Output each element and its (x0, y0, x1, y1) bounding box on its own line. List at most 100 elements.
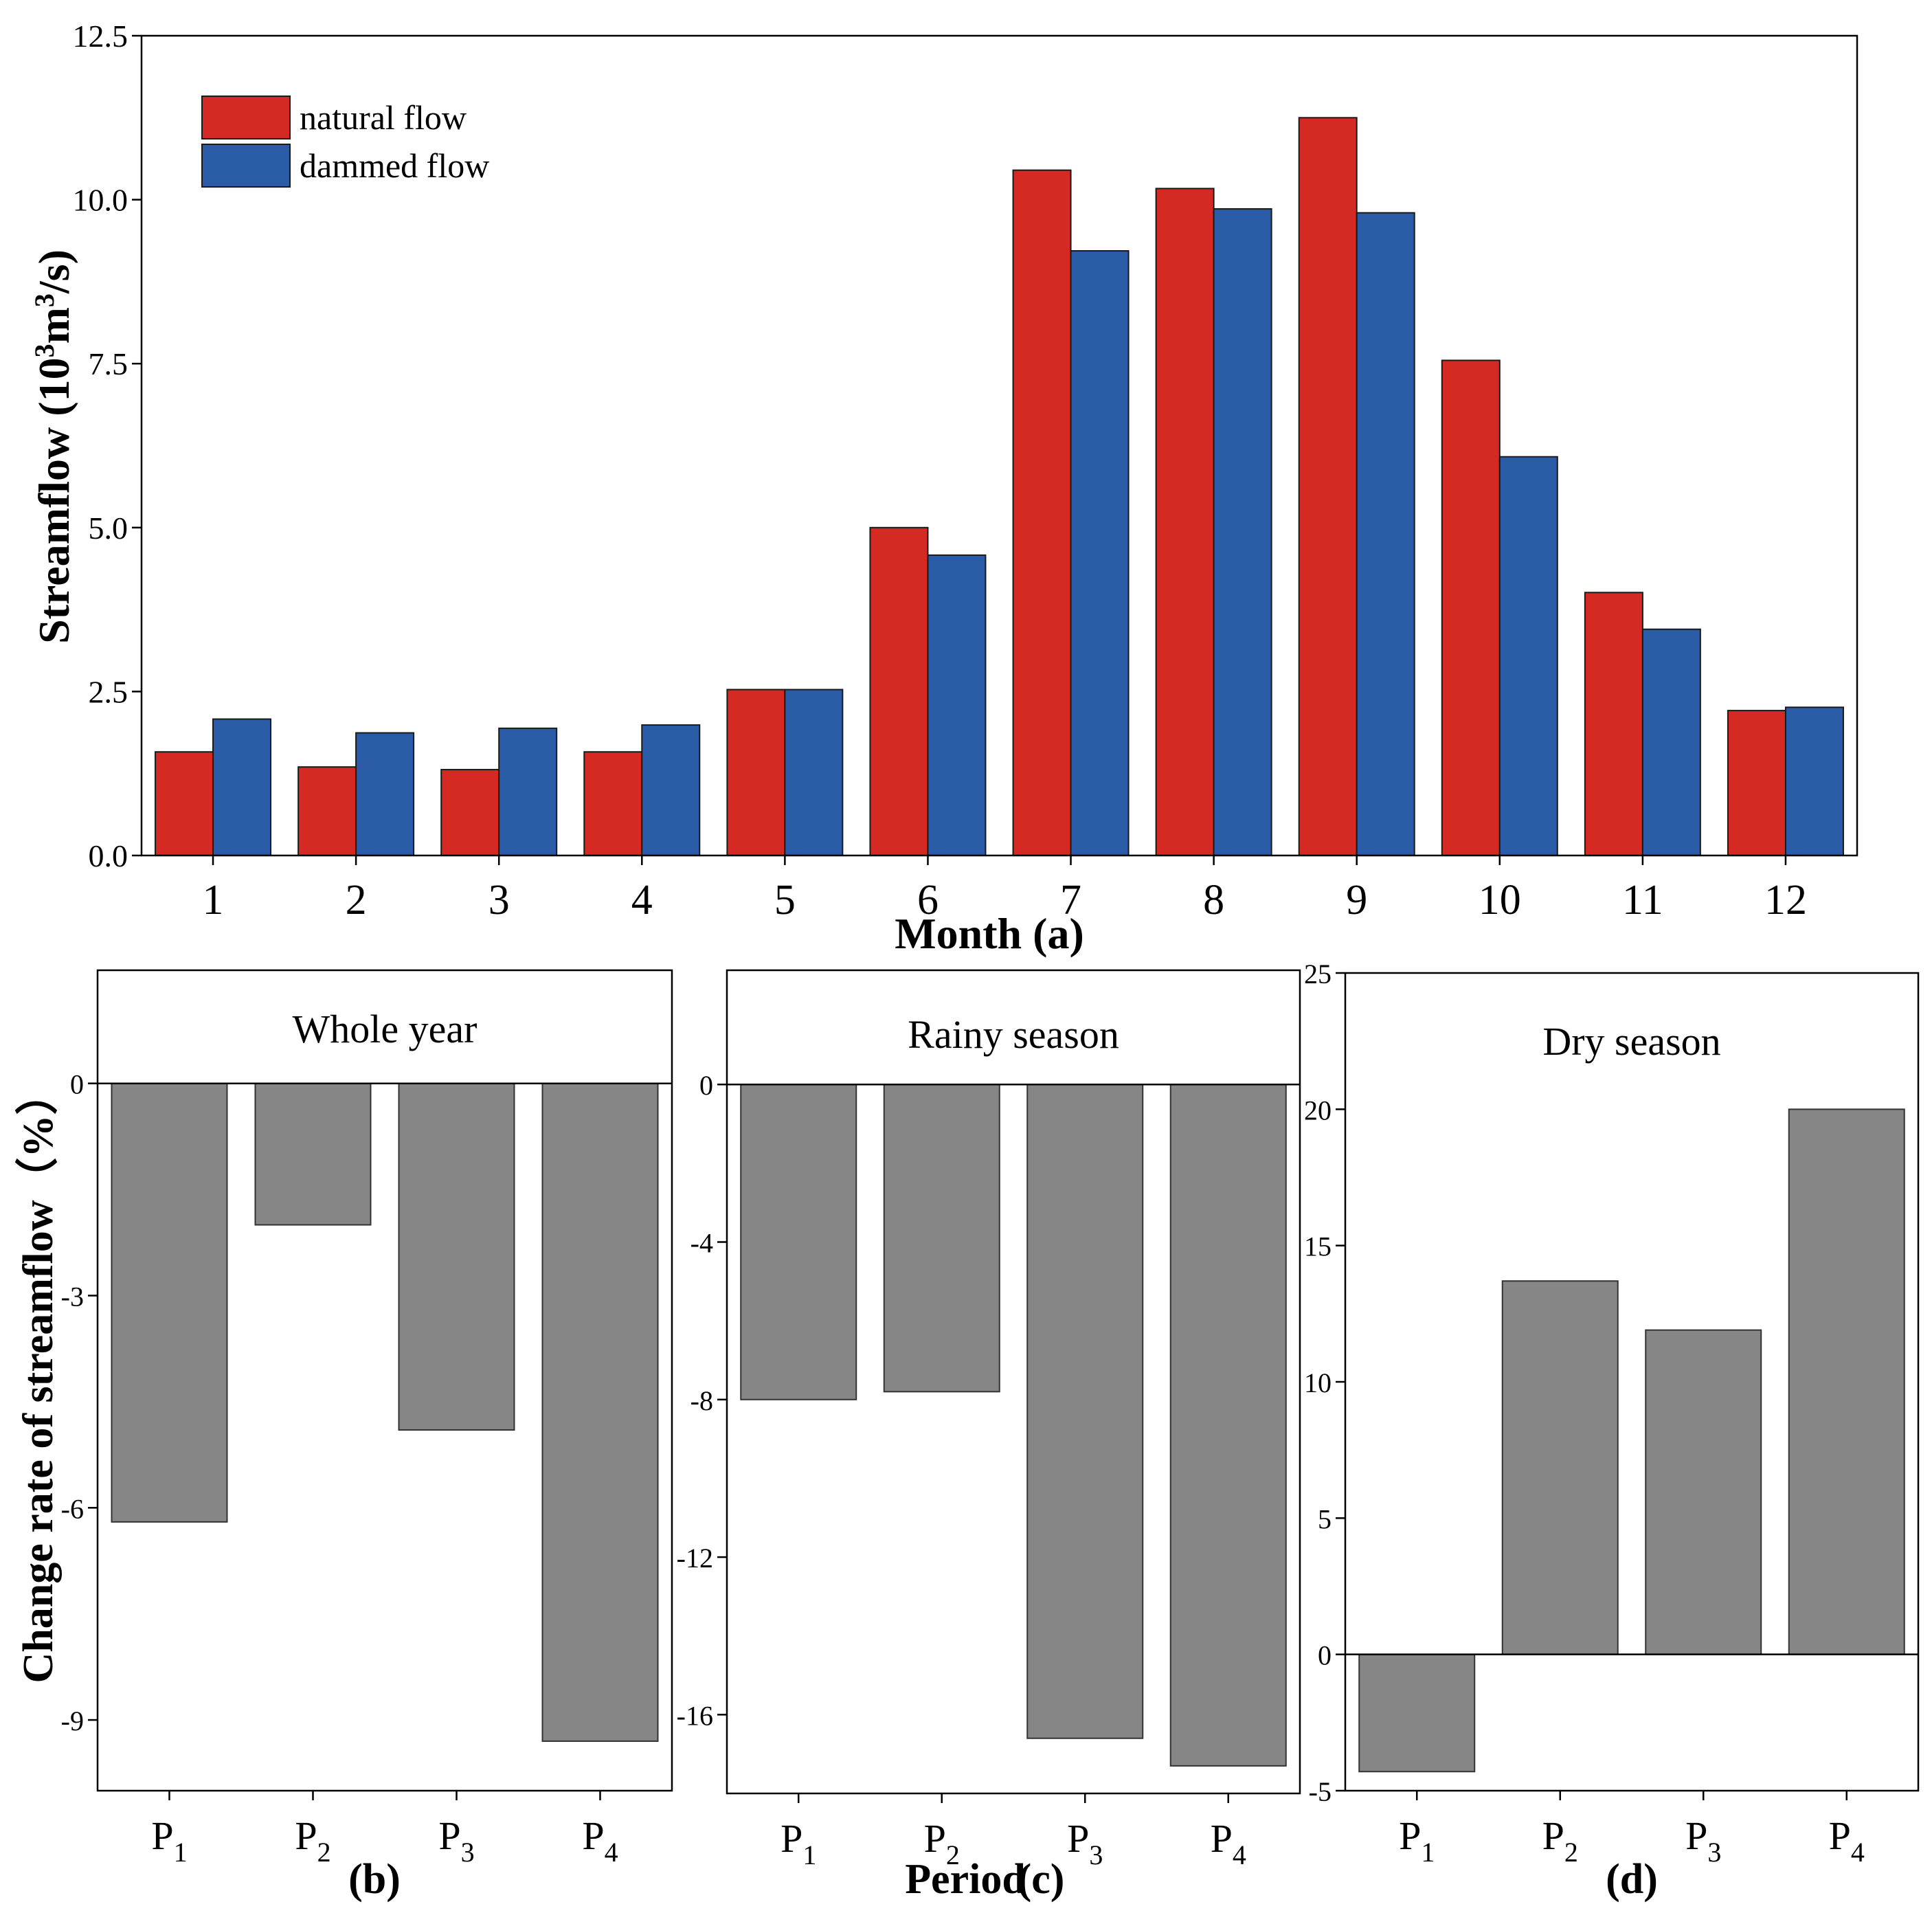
tick-label-letter: P (1211, 1816, 1233, 1861)
tick-label-subscript: 4 (1233, 1839, 1246, 1870)
bar-a-dammed-12 (1784, 706, 1844, 856)
x-tick-label-a: 9 (1346, 877, 1367, 924)
y-label-part: Streamflow (10 (30, 357, 78, 644)
bar-d-P4 (1788, 1108, 1905, 1655)
x-tick-label-a: 8 (1203, 877, 1224, 924)
tick-label-subscript: 2 (946, 1839, 960, 1870)
tick-label-subscript: 4 (605, 1837, 618, 1868)
x-tick-label-a: 2 (346, 877, 367, 924)
tick-label-letter: P (924, 1816, 946, 1861)
legend-swatch-dammed (201, 144, 291, 188)
bar-a-dammed-6 (927, 554, 987, 857)
y-tick-label-a: 7.5 (89, 346, 128, 381)
x-tick-label-b: P2 (295, 1813, 330, 1868)
y-tick-label-b: -6 (61, 1493, 84, 1524)
x-tick-label-c: P4 (1211, 1816, 1246, 1870)
y-tick-label-d: 20 (1304, 1095, 1332, 1126)
bar-a-dammed-3 (498, 727, 558, 857)
legend-label-dammed: dammed flow (300, 146, 489, 185)
y-tick-label-d: 5 (1318, 1503, 1332, 1534)
x-tick-label-d: P3 (1685, 1813, 1721, 1868)
x-tick-label-a: 11 (1622, 877, 1663, 924)
bar-a-natural-6 (869, 526, 929, 856)
x-tick-label-a: 1 (203, 877, 224, 924)
y-tick-label-a: 2.5 (89, 674, 128, 709)
tick-label-letter: P (780, 1816, 802, 1861)
bar-a-dammed-10 (1498, 456, 1558, 856)
panel-a: 1 2 3 4 5 6 7 8 9 10 11 120.02.55.07.510.012.5natur… (29, 19, 1858, 958)
tick-label-subscript: 1 (1421, 1837, 1435, 1868)
bar-a-natural-11 (1584, 592, 1643, 856)
y-tick-label-b: -9 (61, 1705, 84, 1736)
bar-a-natural-7 (1012, 169, 1072, 857)
plot-frame-d (1344, 972, 1920, 1792)
bar-b-P2 (254, 1082, 372, 1226)
y-label-superscript: 3 (29, 293, 60, 307)
x-tick-label-a: 3 (488, 877, 510, 924)
tick-label-subscript: 1 (802, 1839, 816, 1870)
x-axis-label-period: Period (905, 1856, 1026, 1903)
x-tick-label-d: P1 (1399, 1813, 1435, 1868)
bar-b-P3 (398, 1082, 515, 1431)
bar-d-P2 (1501, 1280, 1619, 1655)
tick-label-letter: P (438, 1813, 460, 1858)
bar-a-dammed-1 (212, 718, 272, 856)
tick-label-subscript: 3 (1707, 1837, 1721, 1868)
bar-a-natural-2 (297, 766, 357, 856)
tick-label-letter: P (151, 1813, 173, 1858)
x-tick-label-a: 6 (917, 877, 939, 924)
y-tick-label-d: 25 (1304, 959, 1332, 989)
y-tick-label-d: 10 (1304, 1367, 1332, 1398)
y-tick-label-c: -12 (677, 1543, 713, 1574)
tick-label-letter: P (1542, 1813, 1564, 1858)
y-tick-label-b: 0 (70, 1069, 84, 1100)
panel-label-b: (b) (348, 1856, 401, 1903)
y-axis-label-a: Streamflow (103m3/s) (29, 249, 79, 644)
x-axis-label-a: Month (a) (895, 909, 1084, 958)
x-tick-label-d: P2 (1542, 1813, 1578, 1868)
bar-a-natural-10 (1441, 359, 1501, 856)
bar-a-dammed-7 (1070, 250, 1130, 856)
panel-label-c: (c) (1018, 1856, 1065, 1903)
tick-label-subscript: 3 (461, 1837, 475, 1868)
y-label-part: /s) (30, 249, 78, 294)
tick-label-subscript: 2 (1564, 1837, 1578, 1868)
x-tick-label-b: P1 (151, 1813, 187, 1868)
y-tick-label-c: -8 (690, 1385, 713, 1416)
x-tick-label-b: P3 (438, 1813, 474, 1868)
tick-label-subscript: 3 (1089, 1839, 1103, 1870)
bar-a-natural-12 (1727, 710, 1786, 857)
tick-label-subscript: 4 (1851, 1837, 1865, 1868)
bar-a-natural-5 (726, 689, 786, 856)
y-label-part: m (30, 307, 78, 344)
x-label-text: Month (895, 909, 1033, 958)
panel-title-d: Dry season (1542, 1019, 1720, 1064)
tick-label-subscript: 1 (174, 1837, 188, 1868)
bar-a-natural-1 (155, 751, 214, 857)
x-tick-label-a: 4 (631, 877, 653, 924)
y-tick-label-a: 10.0 (73, 183, 128, 218)
x-tick-label-a: 10 (1479, 877, 1521, 924)
panel-title-b: Whole year (293, 1007, 478, 1051)
panel-label-d: (d) (1606, 1856, 1658, 1903)
bar-d-P3 (1645, 1329, 1762, 1655)
y-tick-label-d: -5 (1309, 1776, 1332, 1807)
x-tick-label-a: 7 (1060, 877, 1081, 924)
bar-a-dammed-9 (1356, 212, 1415, 856)
bar-b-P4 (541, 1082, 659, 1742)
bar-a-dammed-5 (784, 689, 844, 856)
bar-c-P4 (1169, 1084, 1287, 1767)
bar-a-dammed-11 (1641, 628, 1701, 856)
x-tick-label-c: P3 (1067, 1816, 1103, 1870)
y-tick-label-d: 0 (1318, 1640, 1332, 1671)
bar-a-dammed-4 (641, 724, 701, 856)
bar-b-P1 (111, 1082, 228, 1523)
tick-label-letter: P (1685, 1813, 1707, 1858)
bar-a-natural-8 (1155, 188, 1215, 857)
x-tick-label-a: 5 (774, 877, 796, 924)
tick-label-letter: P (582, 1813, 604, 1858)
y-tick-label-a: 0.0 (89, 838, 128, 873)
y-axis-label-b: Change rate of streamflow（%） (14, 1072, 62, 1683)
